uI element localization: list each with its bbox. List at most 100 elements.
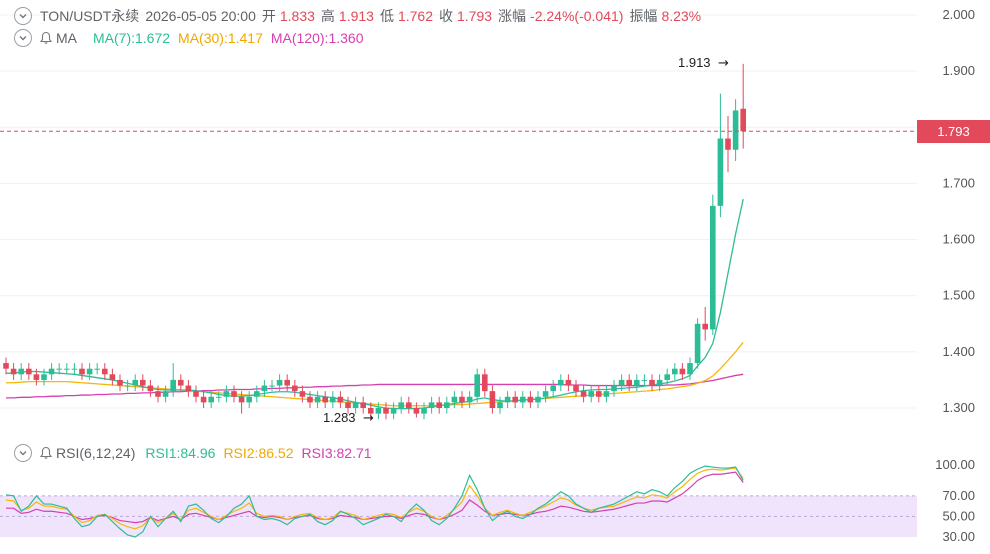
candle-body (383, 408, 389, 414)
high-value: 1.913 (338, 8, 374, 24)
collapse-chevron-icon[interactable] (14, 29, 32, 47)
candle-body (178, 379, 184, 386)
rsi3-value: RSI3:82.71 (301, 445, 372, 461)
low-arrow-icon: → (363, 411, 374, 426)
candle-body (170, 379, 176, 392)
candle-body (162, 391, 169, 397)
candle-body (550, 385, 556, 392)
candle-body (421, 408, 427, 414)
candle-body (618, 379, 625, 386)
candle-body (375, 408, 382, 414)
candle-body (185, 385, 192, 392)
low-annotation: 1.283 (323, 410, 356, 425)
collapse-chevron-icon[interactable] (14, 7, 32, 25)
candle-body (322, 396, 328, 403)
candle-body (398, 402, 404, 408)
candle-body (649, 379, 655, 386)
candle-body (611, 385, 617, 392)
candle-body (352, 402, 359, 408)
candle-body (451, 396, 458, 403)
candle-body (360, 402, 366, 408)
candle-body (292, 385, 298, 392)
change-value: -2.24%(-0.041) (530, 8, 624, 24)
candle-body (41, 374, 47, 380)
candle-body (56, 368, 62, 370)
candle-body (109, 374, 116, 380)
candle-body (679, 368, 686, 375)
rsi-tick-label: 50.00 (942, 508, 975, 523)
candle-body (466, 396, 473, 403)
ma120-line (6, 373, 744, 399)
y-tick-label: 1.700 (942, 175, 975, 190)
open-value: 1.833 (279, 8, 315, 24)
candle-body (208, 396, 214, 403)
candle-body (261, 385, 268, 392)
candle-body (147, 385, 154, 392)
bell-icon[interactable] (38, 30, 54, 46)
candle-body (337, 396, 344, 403)
candle-body (26, 368, 32, 375)
collapse-chevron-icon[interactable] (14, 444, 32, 462)
candle-body (603, 391, 610, 397)
candle-body (64, 368, 70, 370)
candle-body (254, 391, 260, 397)
candle-body (558, 379, 564, 386)
candle-body (641, 379, 648, 381)
candle-body (231, 391, 237, 397)
candle-body (520, 396, 526, 403)
candle-body (535, 396, 541, 403)
candle-body (86, 368, 93, 375)
symbol-label: TON/USDT永续 (40, 8, 140, 24)
candle-body (48, 368, 55, 375)
candle-body (33, 374, 40, 380)
candle-body (489, 391, 496, 408)
bell-icon[interactable] (38, 445, 54, 461)
candle-body (368, 408, 374, 414)
candle-body (634, 379, 640, 386)
candle-body (246, 396, 252, 403)
candle-body (155, 391, 161, 397)
change-label: 涨幅 (498, 8, 527, 24)
candle-body (307, 396, 313, 403)
candle-body (79, 368, 85, 375)
high-label: 高 (320, 8, 335, 24)
candle-body (117, 379, 123, 386)
candle-body (672, 368, 678, 375)
candle-body (626, 379, 632, 386)
candle-body (740, 108, 746, 132)
rsi-tick-label: 70.00 (942, 488, 975, 503)
amplitude-value: 8.23% (661, 8, 702, 24)
rsi-legend-row: RSI(6,12,24) RSI1:84.96 RSI2:86.52 RSI3:… (14, 444, 372, 462)
candle-body (216, 396, 222, 398)
low-value: 1.762 (397, 8, 433, 24)
candle-body (140, 379, 146, 386)
y-tick-label: 1.500 (942, 288, 975, 303)
candle-body (428, 402, 435, 408)
rsi2-line (5, 467, 744, 530)
y-tick-label: 1.900 (942, 63, 975, 78)
header-row: TON/USDT永续 2026-05-05 20:00 开 1.833 高 1.… (14, 6, 701, 26)
rsi2-value: RSI2:86.52 (223, 445, 294, 461)
candle-body (436, 402, 442, 408)
candle-body (124, 385, 131, 387)
ma30-value: MA(30):1.417 (178, 30, 263, 46)
rsi-tick-label: 30.00 (942, 529, 975, 544)
candle-body (345, 402, 351, 408)
candle-body (717, 138, 724, 206)
high-annotation: 1.913 (678, 55, 711, 70)
y-tick-label: 1.400 (942, 344, 975, 359)
candle-body (193, 391, 199, 397)
candle-body (482, 374, 488, 392)
candle-body (497, 402, 503, 408)
close-label: 收 (439, 8, 453, 24)
candle-body (94, 368, 100, 370)
y-tick-label: 2.000 (942, 7, 975, 22)
candle-body (269, 385, 275, 387)
low-label: 低 (379, 8, 394, 24)
candle-body (406, 402, 412, 408)
candle-body (656, 379, 663, 386)
candle-body (573, 385, 579, 392)
candle-body (276, 379, 283, 386)
last-price-tag: 1.793 (917, 120, 990, 144)
